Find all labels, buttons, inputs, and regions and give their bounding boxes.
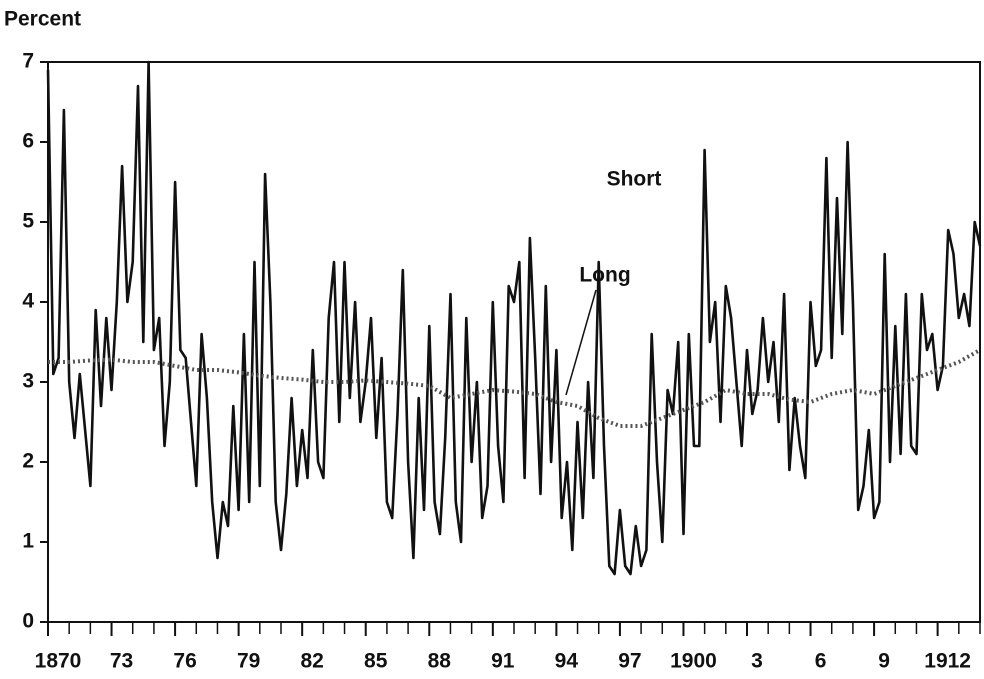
plot-frame [47,61,981,623]
x-tick-label: 76 [173,650,196,673]
x-tick-label: 1912 [924,650,971,673]
y-tick-label: 7 [22,50,34,73]
y-tick-label: 1 [22,530,34,553]
x-tick-label: 91 [491,650,515,673]
x-tick-label: 9 [878,650,890,673]
y-axis-label: Percent [4,8,81,31]
x-tick-label: 79 [237,650,260,673]
x-tick-label: 1870 [35,650,82,673]
y-tick-label: 6 [22,130,34,153]
x-tick-label: 94 [555,650,579,673]
line-1 [48,348,981,428]
x-tick-label: 97 [618,650,641,673]
x-tick-label: 1900 [670,650,717,673]
x-tick-label: 3 [751,650,763,673]
x-tick-label: 82 [301,650,324,673]
series-label: Short [607,168,662,191]
x-tick-label: 85 [364,650,388,673]
x-tick-label: 6 [815,650,827,673]
y-tick-label: 3 [22,370,34,393]
series-label: Long [579,264,630,287]
y-tick-label: 5 [22,210,34,233]
label-leader [565,289,597,396]
x-tick-label: 73 [110,650,133,673]
y-tick-label: 4 [22,290,34,313]
y-tick-label: 0 [22,610,34,633]
x-tick-label: 88 [428,650,452,673]
y-tick-label: 2 [22,450,34,473]
line-0 [46,60,982,576]
